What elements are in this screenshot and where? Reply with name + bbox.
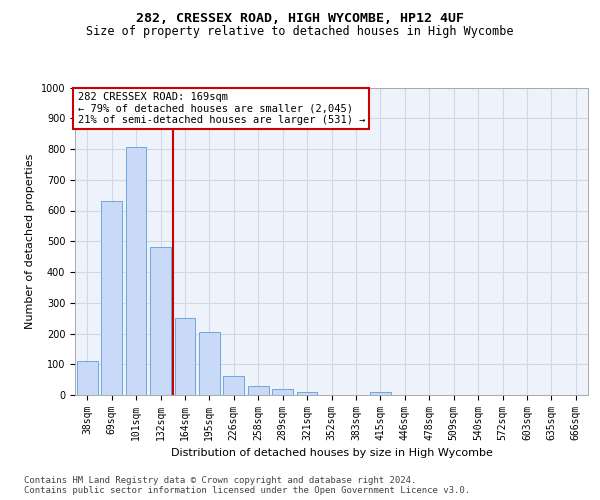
Text: Size of property relative to detached houses in High Wycombe: Size of property relative to detached ho… xyxy=(86,25,514,38)
Bar xyxy=(199,332,220,395)
Bar xyxy=(272,390,293,395)
Text: Contains public sector information licensed under the Open Government Licence v3: Contains public sector information licen… xyxy=(24,486,470,495)
X-axis label: Distribution of detached houses by size in High Wycombe: Distribution of detached houses by size … xyxy=(170,448,493,458)
Bar xyxy=(370,392,391,395)
Y-axis label: Number of detached properties: Number of detached properties xyxy=(25,154,35,329)
Text: 282, CRESSEX ROAD, HIGH WYCOMBE, HP12 4UF: 282, CRESSEX ROAD, HIGH WYCOMBE, HP12 4U… xyxy=(136,12,464,26)
Bar xyxy=(296,392,317,395)
Bar xyxy=(223,376,244,395)
Text: Contains HM Land Registry data © Crown copyright and database right 2024.: Contains HM Land Registry data © Crown c… xyxy=(24,476,416,485)
Bar xyxy=(150,248,171,395)
Text: 282 CRESSEX ROAD: 169sqm
← 79% of detached houses are smaller (2,045)
21% of sem: 282 CRESSEX ROAD: 169sqm ← 79% of detach… xyxy=(77,92,365,126)
Bar xyxy=(77,361,98,395)
Bar xyxy=(125,148,146,395)
Bar xyxy=(248,386,269,395)
Bar xyxy=(175,318,196,395)
Bar xyxy=(101,202,122,395)
